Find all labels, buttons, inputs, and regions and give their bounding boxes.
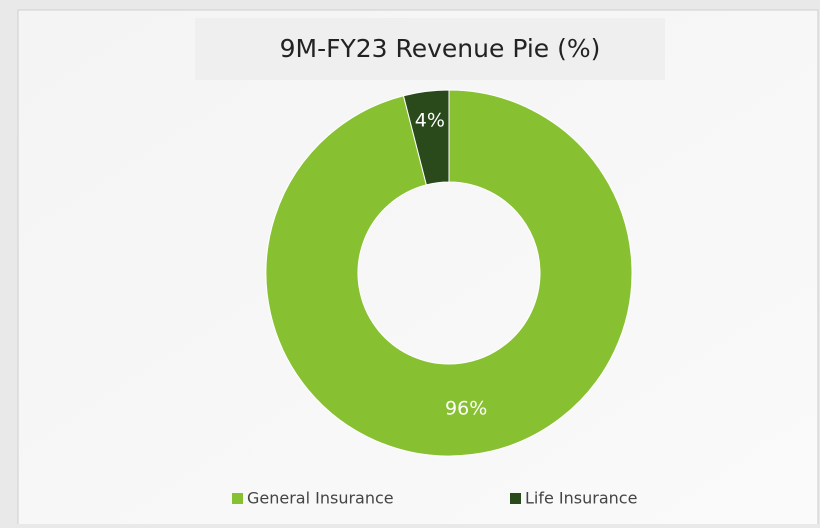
legend-label: Life Insurance [525, 489, 637, 508]
data-label: 96% [445, 397, 487, 419]
donut-segment [265, 89, 633, 457]
chart-title: 9M-FY23 Revenue Pie (%) [280, 34, 601, 63]
donut-segment [402, 89, 450, 186]
legend-swatch [510, 493, 521, 504]
legend-swatch [232, 493, 243, 504]
title-box [195, 18, 665, 80]
legend-label: General Insurance [247, 489, 394, 508]
data-label: 4% [415, 110, 445, 132]
